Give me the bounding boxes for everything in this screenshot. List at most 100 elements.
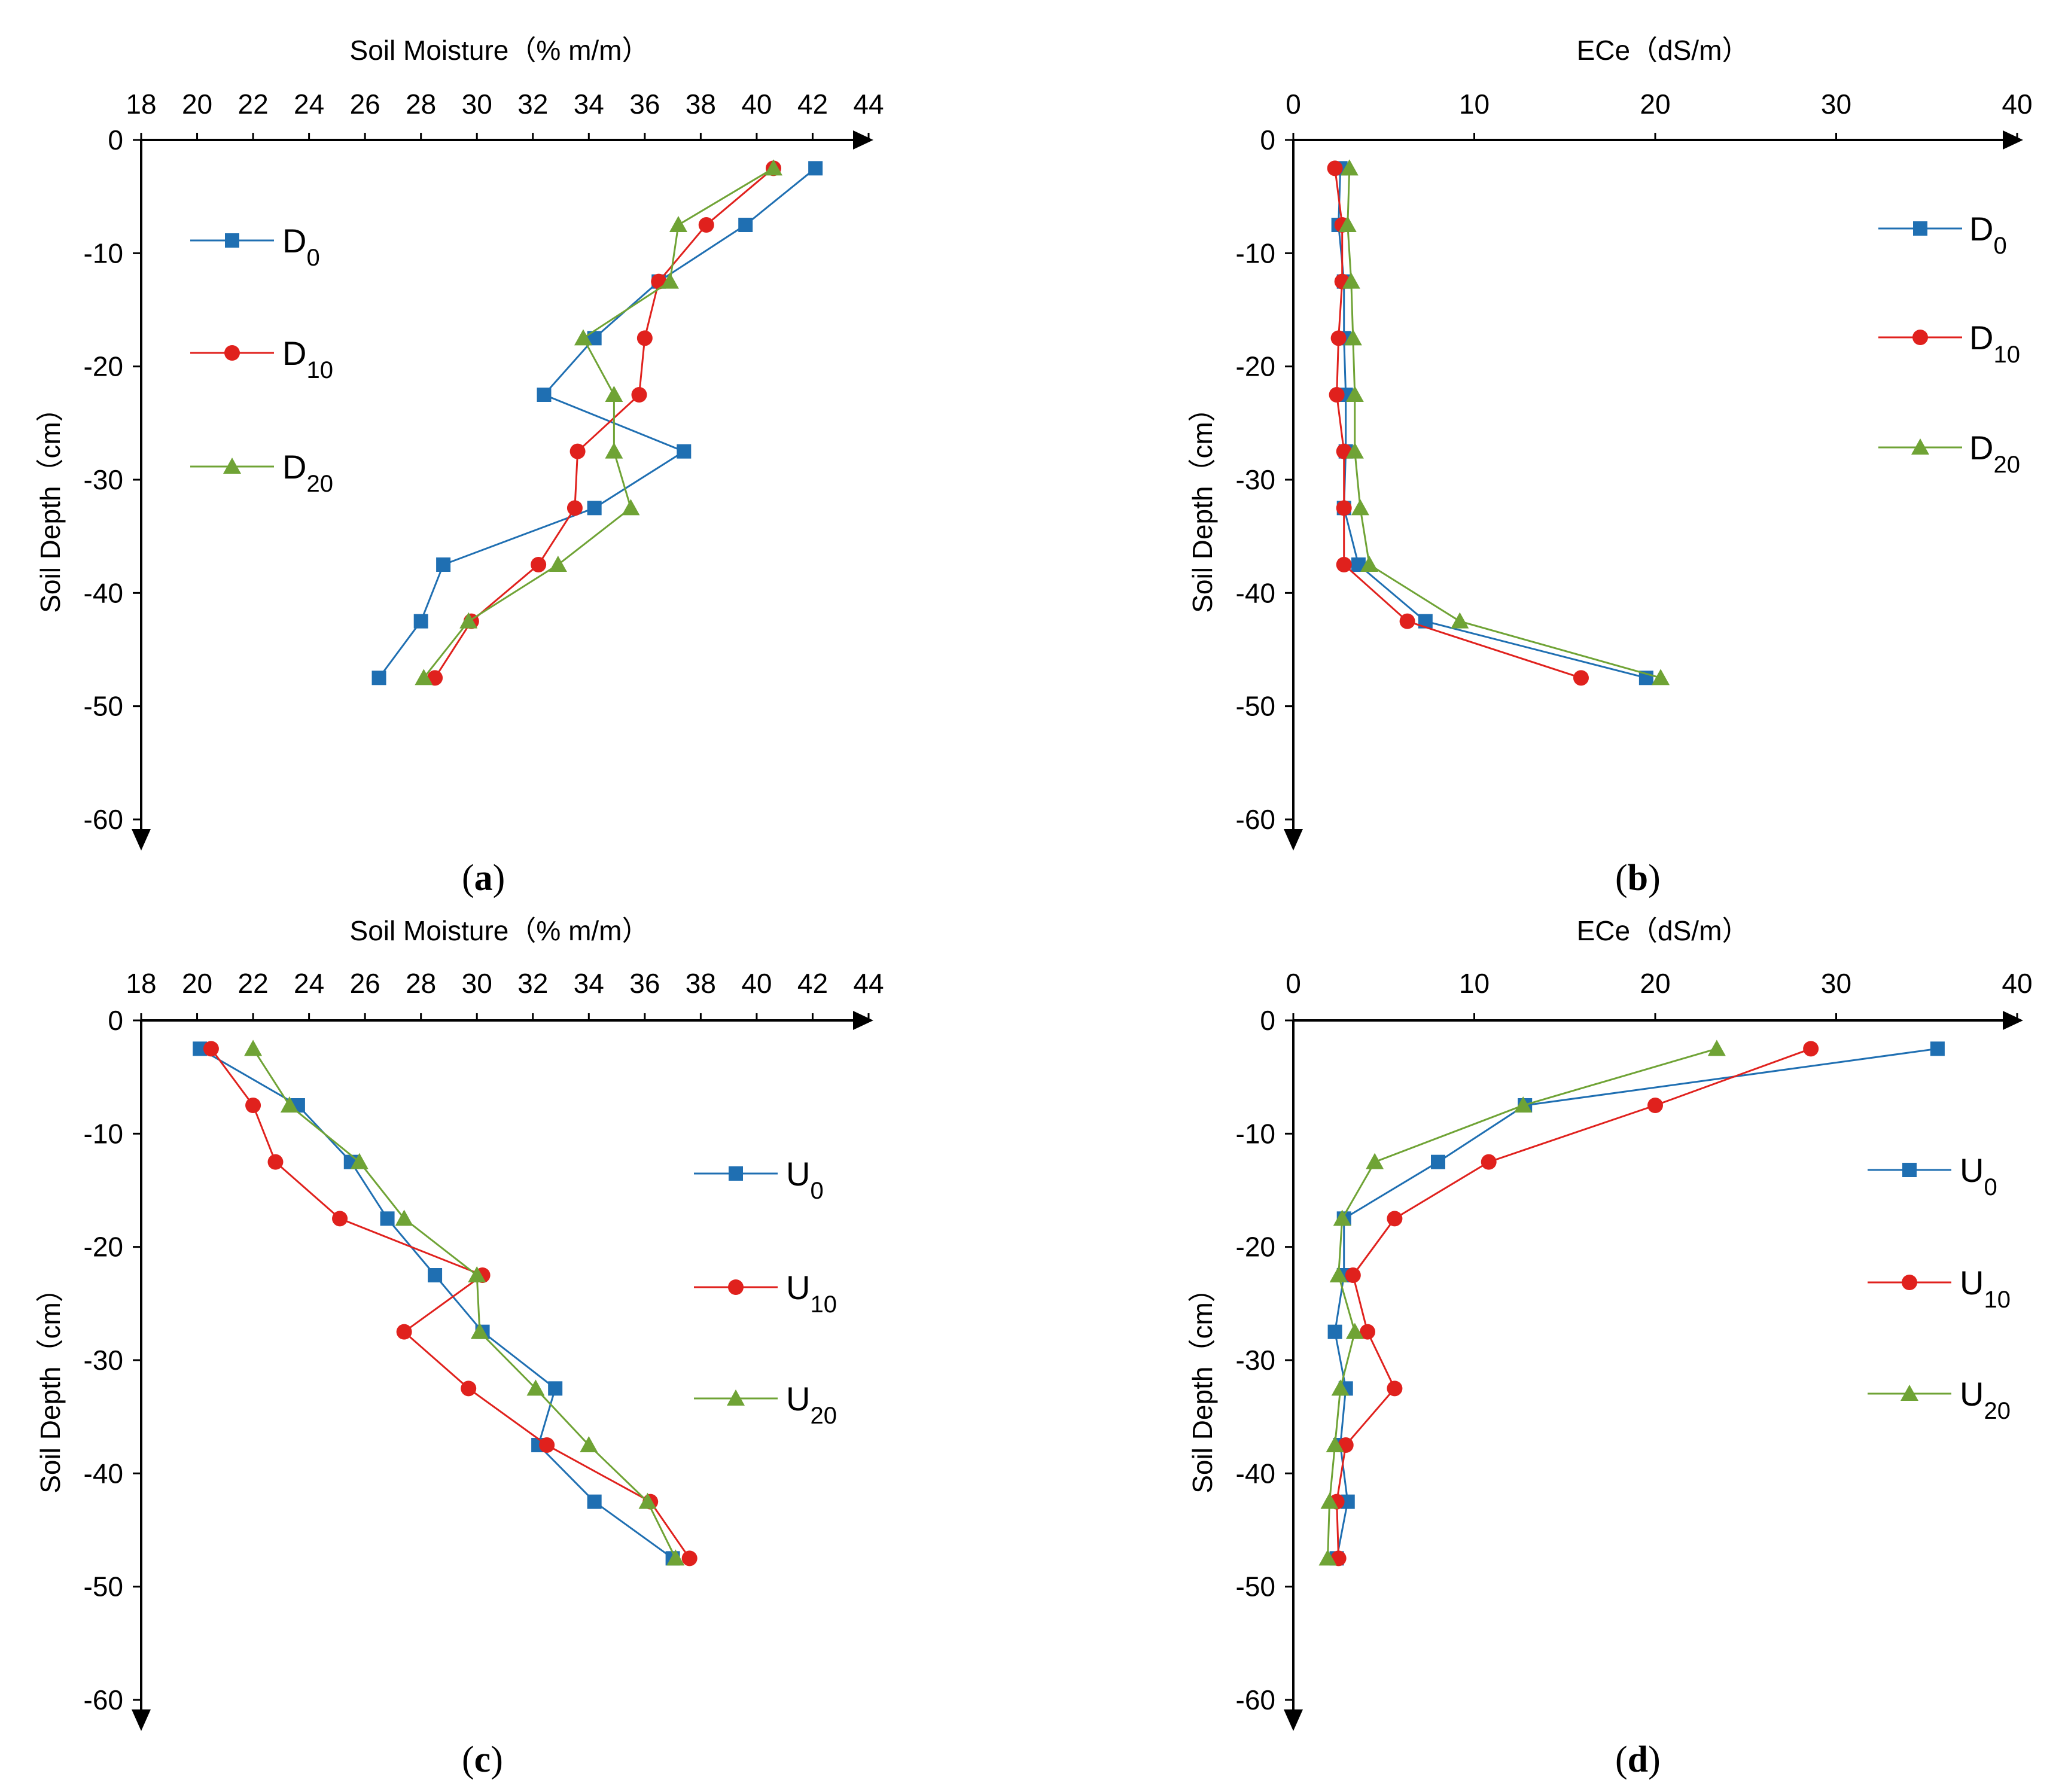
x-tick-label: 40 [2002,89,2032,120]
data-point [203,1041,219,1057]
data-point [428,1268,443,1282]
series-D20 [1338,159,1670,685]
y-tick-label: -20 [1236,351,1275,382]
data-point [681,1550,698,1567]
data-point [1647,1098,1663,1113]
y-tick-label: -50 [1236,691,1275,722]
y-tick-label: -60 [84,804,123,835]
chart-panel-d: ECe（dS/m） 0 10 20 30 40 0 -10 -20 -30 -40 -50 -60 Soi… [1187,915,2033,1780]
legend-label: U20 [786,1380,837,1429]
x-tick-label: 30 [462,968,492,999]
x-tick-label: 22 [237,968,268,999]
chart-panel-a: Soil Moisture（% m/m） 18 20 22 24 26 28 30 32 34 36… [35,35,884,898]
data-point [470,1322,489,1339]
panel-label: (d) [1615,1739,1661,1780]
y-axis-title: Soil Depth（cm） [1187,394,1218,613]
y-tick-label: -30 [84,1345,123,1376]
data-point [1930,1041,1945,1056]
legend-label: D20 [282,448,333,497]
legend-marker [1911,438,1929,455]
legend-entry-U10: U10 [1868,1264,2011,1313]
data-point [415,669,433,685]
data-point [1318,1549,1337,1566]
legend-entry-D20: D20 [1878,429,2020,478]
y-tick-label: -40 [84,577,123,608]
y-tick-label: -30 [1236,1345,1275,1376]
x-tick-label: 40 [741,89,772,120]
data-point [587,501,602,516]
legend-entry-U20: U20 [1868,1375,2011,1424]
data-point [1340,159,1359,176]
series-D0 [371,161,823,685]
x-tick-label: 34 [574,89,604,120]
x-tick-label: 0 [1286,968,1301,999]
data-point [574,329,592,346]
data-point [459,612,478,629]
x-tick-label: 32 [517,89,548,120]
data-point [427,670,443,686]
legend-label: D20 [1969,429,2020,478]
x-tick-label: 32 [517,968,548,999]
y-axis-arrow [1284,829,1303,851]
data-point [605,386,623,402]
data-point [631,387,647,403]
data-point [436,557,451,572]
data-point [1652,669,1670,685]
series-line [378,167,817,679]
data-point [1351,499,1369,516]
series-U20 [244,1040,685,1566]
legend-entry-U10: U10 [694,1269,837,1318]
x-tick-label: 38 [686,89,716,120]
data-point [587,1494,602,1509]
data-point [332,1211,348,1227]
y-tick-label: -10 [84,237,123,269]
data-point [531,557,547,572]
data-point [1333,1209,1351,1226]
y-tick-label: -20 [84,1232,123,1263]
series-line [1347,168,1661,679]
legend-label: D10 [1969,319,2020,368]
y-tick-label: 0 [108,124,123,156]
x-tick-label: 40 [2002,968,2032,999]
series-line [423,167,774,679]
legend-marker [728,1279,744,1295]
series-line [1334,1047,1938,1559]
panel-label: (a) [462,858,505,898]
data-point [1342,272,1360,289]
series-U0 [1327,1041,1945,1566]
y-axis-title: Soil Depth（cm） [1187,1275,1218,1494]
series-line [1338,168,1647,679]
y-tick-label: -10 [1236,1118,1275,1149]
series-U10 [1329,1041,1819,1567]
y-axis-title: Soil Depth（cm） [35,1275,66,1494]
data-point [1331,1379,1350,1396]
data-point [580,1436,598,1452]
data-point [1366,1153,1384,1169]
data-point [636,330,653,346]
x-tick-label: 18 [126,968,156,999]
y-tick-label: -40 [1236,1458,1275,1489]
data-point [738,218,753,232]
x-tick-label: 24 [294,968,324,999]
series-U0 [193,1041,680,1566]
data-point [371,671,386,685]
data-point [660,272,679,289]
legend-entry-D10: D10 [1878,319,2020,368]
data-point [669,216,687,232]
data-point [549,556,567,572]
legend-label: D10 [282,334,333,383]
data-point [1320,1492,1339,1509]
data-point [1387,1211,1403,1227]
data-point [1573,670,1589,686]
data-point [1345,442,1364,459]
y-tick-label: -30 [84,464,123,495]
y-tick-label: -50 [84,691,123,722]
y-tick-label: 0 [1260,1005,1275,1036]
legend-marker [1902,1275,1917,1290]
legend-label: U20 [1960,1375,2011,1424]
y-tick-label: 0 [1260,124,1275,156]
legend-marker [1912,330,1928,345]
data-point [698,217,714,233]
x-tick-label: 42 [797,968,828,999]
x-axis-arrow [853,1011,873,1030]
